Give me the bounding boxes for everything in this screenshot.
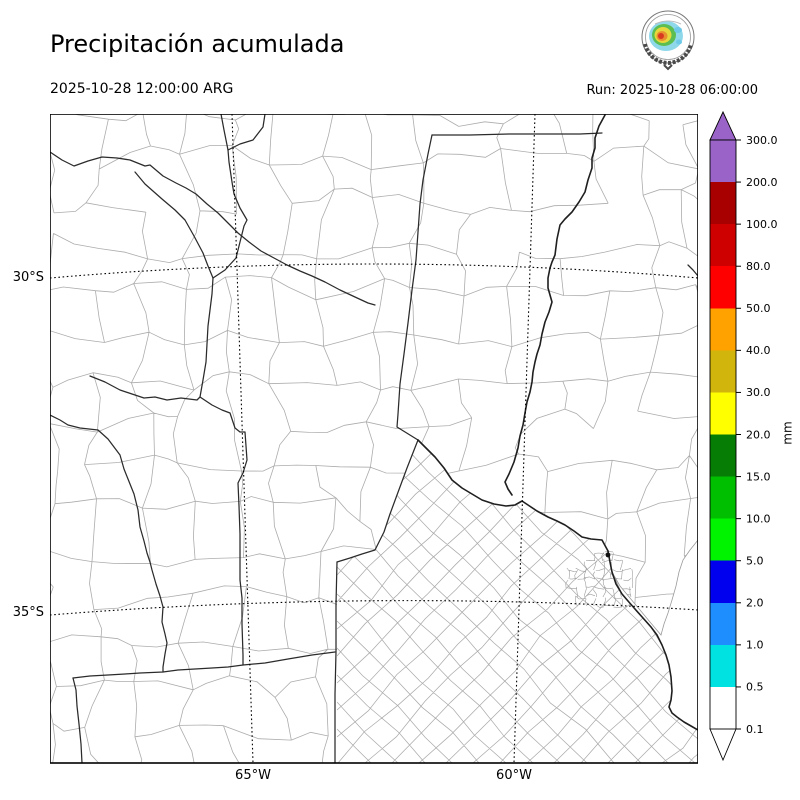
colorbar-tick-label: 50.0	[746, 302, 771, 315]
colorbar-tick-label: 5.0	[746, 555, 764, 568]
map-canvas	[49, 113, 699, 764]
colorbar-segment	[710, 560, 736, 604]
colorbar-segment	[710, 266, 736, 309]
wrf-logo-emblem-icon	[641, 10, 695, 71]
colorbar-over-arrow	[709, 110, 737, 141]
buenos-aires-region	[337, 440, 698, 763]
lat-tick-35s: 35°S	[12, 605, 44, 620]
buenos-aires-city-marker	[605, 552, 611, 558]
colorbar-tick-label: 10.0	[746, 512, 771, 525]
lat-tick-30s: 30°S	[12, 270, 44, 285]
page-title: Precipitación acumulada	[50, 30, 345, 58]
valid-datetime-label: 2025-10-28 12:00:00 ARG	[50, 81, 234, 97]
colorbar-tick-label: 0.1	[746, 723, 764, 736]
colorbar-segment	[710, 434, 736, 478]
graticule-gridlines	[49, 113, 699, 764]
colorbar-segment	[710, 686, 736, 730]
colorbar-segment	[710, 476, 736, 520]
colorbar-tick-label: 200.0	[746, 176, 778, 189]
colorbar-scale: 300.0 200.0 100.0 80.0 50.0 40.0 30.0 20.0 15.0 1…	[709, 110, 778, 762]
colorbar-tick-label: 2.0	[746, 597, 764, 610]
colorbar-under-arrow	[709, 728, 737, 762]
wrf-users-group-logo: Grupo de Usuarios WRF	[635, 6, 800, 74]
lon-tick-65w: 65°W	[235, 768, 271, 783]
colorbar-tick-label: 15.0	[746, 470, 771, 483]
gridline-60w	[513, 113, 536, 764]
lon-tick-60w: 60°W	[496, 768, 532, 783]
colorbar-segment	[710, 140, 736, 183]
river-and-coast-lines	[417, 114, 699, 731]
colorbar-segment	[710, 518, 736, 562]
colorbar-segment	[710, 182, 736, 225]
colorbar-segment	[710, 308, 736, 351]
colorbar-tick-label: 100.0	[746, 218, 778, 231]
colorbar-tick-label: 0.5	[746, 681, 764, 694]
colorbar-segment	[710, 350, 736, 393]
colorbar-segment	[710, 602, 736, 646]
precipitation-map	[49, 113, 699, 764]
gridline-35s	[49, 600, 699, 616]
colorbar-segment	[710, 644, 736, 688]
gridline-65w	[231, 113, 254, 764]
colorbar-tick-label: 300.0	[746, 134, 778, 147]
gridline-30s	[49, 263, 699, 279]
colorbar-segment	[710, 392, 736, 435]
colorbar-tick-label: 30.0	[746, 386, 771, 399]
run-datetime-label: Run: 2025-10-28 06:00:00	[586, 83, 758, 98]
conurbano-boundaries	[565, 551, 634, 608]
colorbar-unit-label: mm	[780, 421, 795, 445]
colorbar-tick-label: 40.0	[746, 344, 771, 357]
province-borders	[49, 113, 699, 764]
colorbar-tick-label: 80.0	[746, 260, 771, 273]
colorbar-tick-label: 1.0	[746, 639, 764, 652]
precipitation-colorbar: 300.0 200.0 100.0 80.0 50.0 40.0 30.0 20.0 15.0 1…	[700, 100, 800, 790]
colorbar-segment	[710, 224, 736, 267]
colorbar-tick-label: 20.0	[746, 428, 771, 441]
